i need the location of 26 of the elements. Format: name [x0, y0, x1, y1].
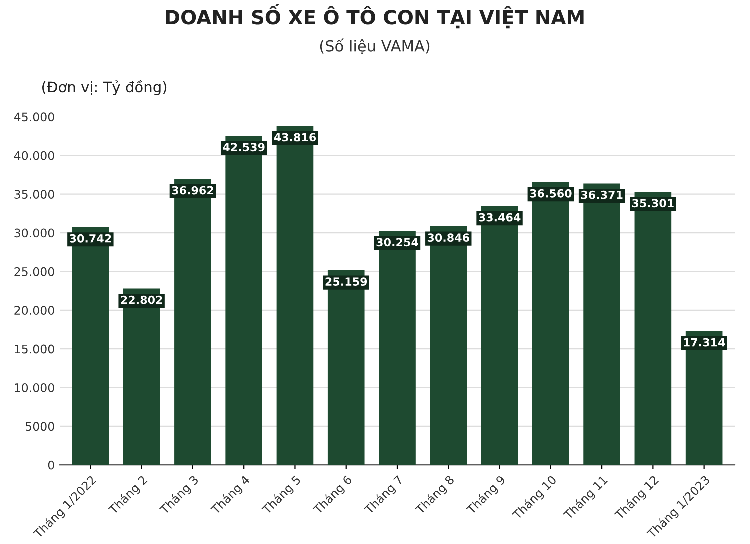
- y-tick-label: 10.000: [15, 383, 54, 392]
- data-label: 22.802: [121, 296, 162, 304]
- y-tick-label: 5000: [26, 422, 54, 432]
- data-label: 33.464: [479, 213, 521, 222]
- y-tick-label: 15.000: [15, 344, 54, 354]
- data-label: 30.846: [428, 234, 470, 242]
- data-label: 35.301: [632, 199, 674, 208]
- y-tick-label: 0: [48, 460, 54, 470]
- chart-title: DOANH SỐ XE Ô TÔ CON TẠI VIỆT NAM: [166, 4, 584, 29]
- data-label: 36.962: [172, 186, 214, 195]
- data-label: 43.816: [274, 133, 316, 142]
- y-tick-label: 35.000: [14, 190, 54, 199]
- data-label: 36.560: [530, 189, 572, 198]
- data-label: 30.742: [70, 234, 112, 243]
- y-axis-title: (Đơn vị: Tỷ đồng): [42, 80, 167, 96]
- data-label: 42.539: [223, 143, 265, 152]
- y-tick-label: 20.000: [14, 306, 54, 316]
- chart-subtitle: (Số liệu VAMA): [320, 38, 430, 54]
- data-label: 17.314: [684, 338, 726, 347]
- y-tick-label: 25.000: [14, 267, 54, 276]
- data-label: 36.371: [581, 190, 623, 200]
- data-label: 30.254: [376, 238, 418, 247]
- y-tick-label: 30.000: [14, 228, 54, 238]
- y-tick-label: 45.000: [14, 112, 54, 122]
- y-tick-label: 40.000: [14, 151, 54, 160]
- data-label: 25.159: [326, 278, 368, 286]
